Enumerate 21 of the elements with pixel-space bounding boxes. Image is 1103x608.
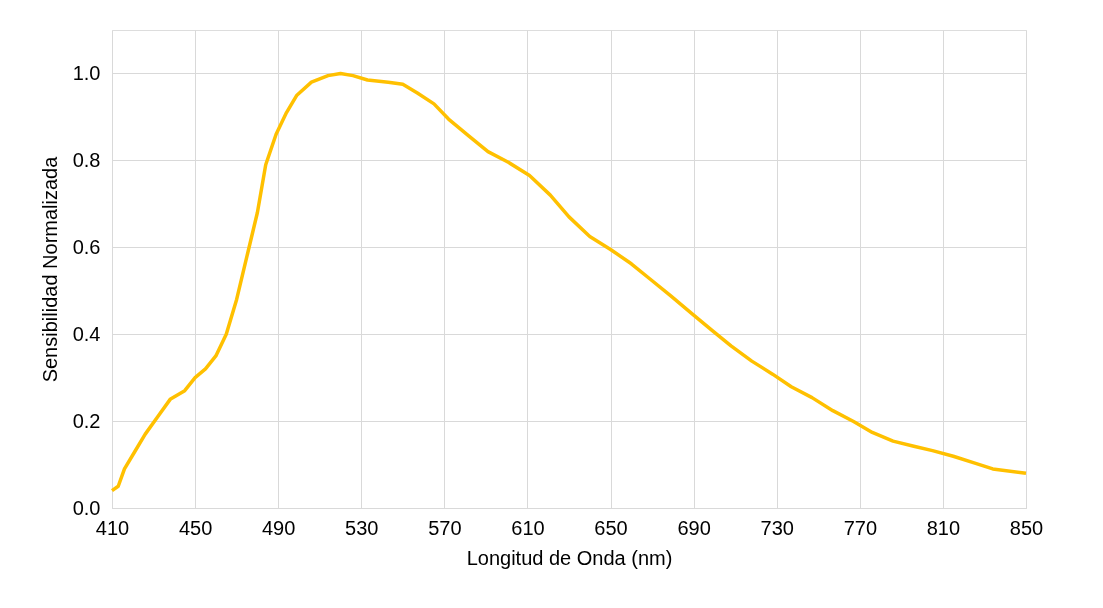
y-tick-label: 0.2 (72, 409, 101, 432)
y-tick-label: 0.6 (72, 235, 101, 258)
x-tick-label: 650 (594, 516, 628, 539)
x-tick-label: 850 (1009, 516, 1044, 539)
x-tick-label: 770 (843, 516, 878, 539)
x-tick-label: 810 (926, 516, 961, 539)
y-axis-title: Sensibilidad Normalizada (38, 155, 61, 383)
x-tick-label: 530 (345, 516, 379, 539)
x-tick-label: 570 (428, 516, 462, 539)
y-tick-label: 0.4 (72, 322, 101, 345)
y-tick-label: 1.0 (72, 61, 101, 84)
x-axis-title: Longitud de Onda (nm) (466, 546, 673, 569)
x-tick-label: 610 (511, 516, 545, 539)
x-tick-label: 690 (677, 516, 711, 539)
line-series (110, 71, 1028, 493)
y-tick-label: 0.8 (72, 148, 101, 171)
x-tick-label: 410 (95, 516, 130, 539)
y-tick-label: 0.0 (72, 496, 101, 519)
x-tick-label: 450 (178, 516, 213, 539)
x-tick-label: 490 (261, 516, 296, 539)
x-tick-label: 730 (760, 516, 794, 539)
